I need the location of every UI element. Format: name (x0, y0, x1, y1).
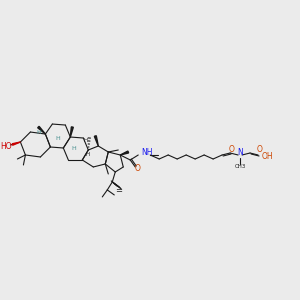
Text: O: O (228, 146, 234, 154)
Text: H: H (55, 136, 60, 140)
Polygon shape (70, 127, 73, 137)
Text: H: H (71, 146, 76, 151)
Text: H: H (85, 152, 89, 158)
Text: CH3: CH3 (234, 164, 246, 169)
Polygon shape (94, 136, 98, 146)
Polygon shape (38, 126, 45, 134)
Text: O: O (134, 164, 140, 173)
Polygon shape (120, 151, 129, 155)
Text: O: O (257, 146, 263, 154)
Polygon shape (12, 142, 20, 145)
Text: NH: NH (141, 148, 153, 158)
Text: =: = (115, 186, 122, 195)
Text: HO: HO (1, 142, 12, 151)
Text: OH: OH (262, 152, 274, 161)
Text: N: N (237, 148, 243, 158)
Text: H: H (83, 137, 87, 142)
Text: H: H (36, 130, 41, 134)
